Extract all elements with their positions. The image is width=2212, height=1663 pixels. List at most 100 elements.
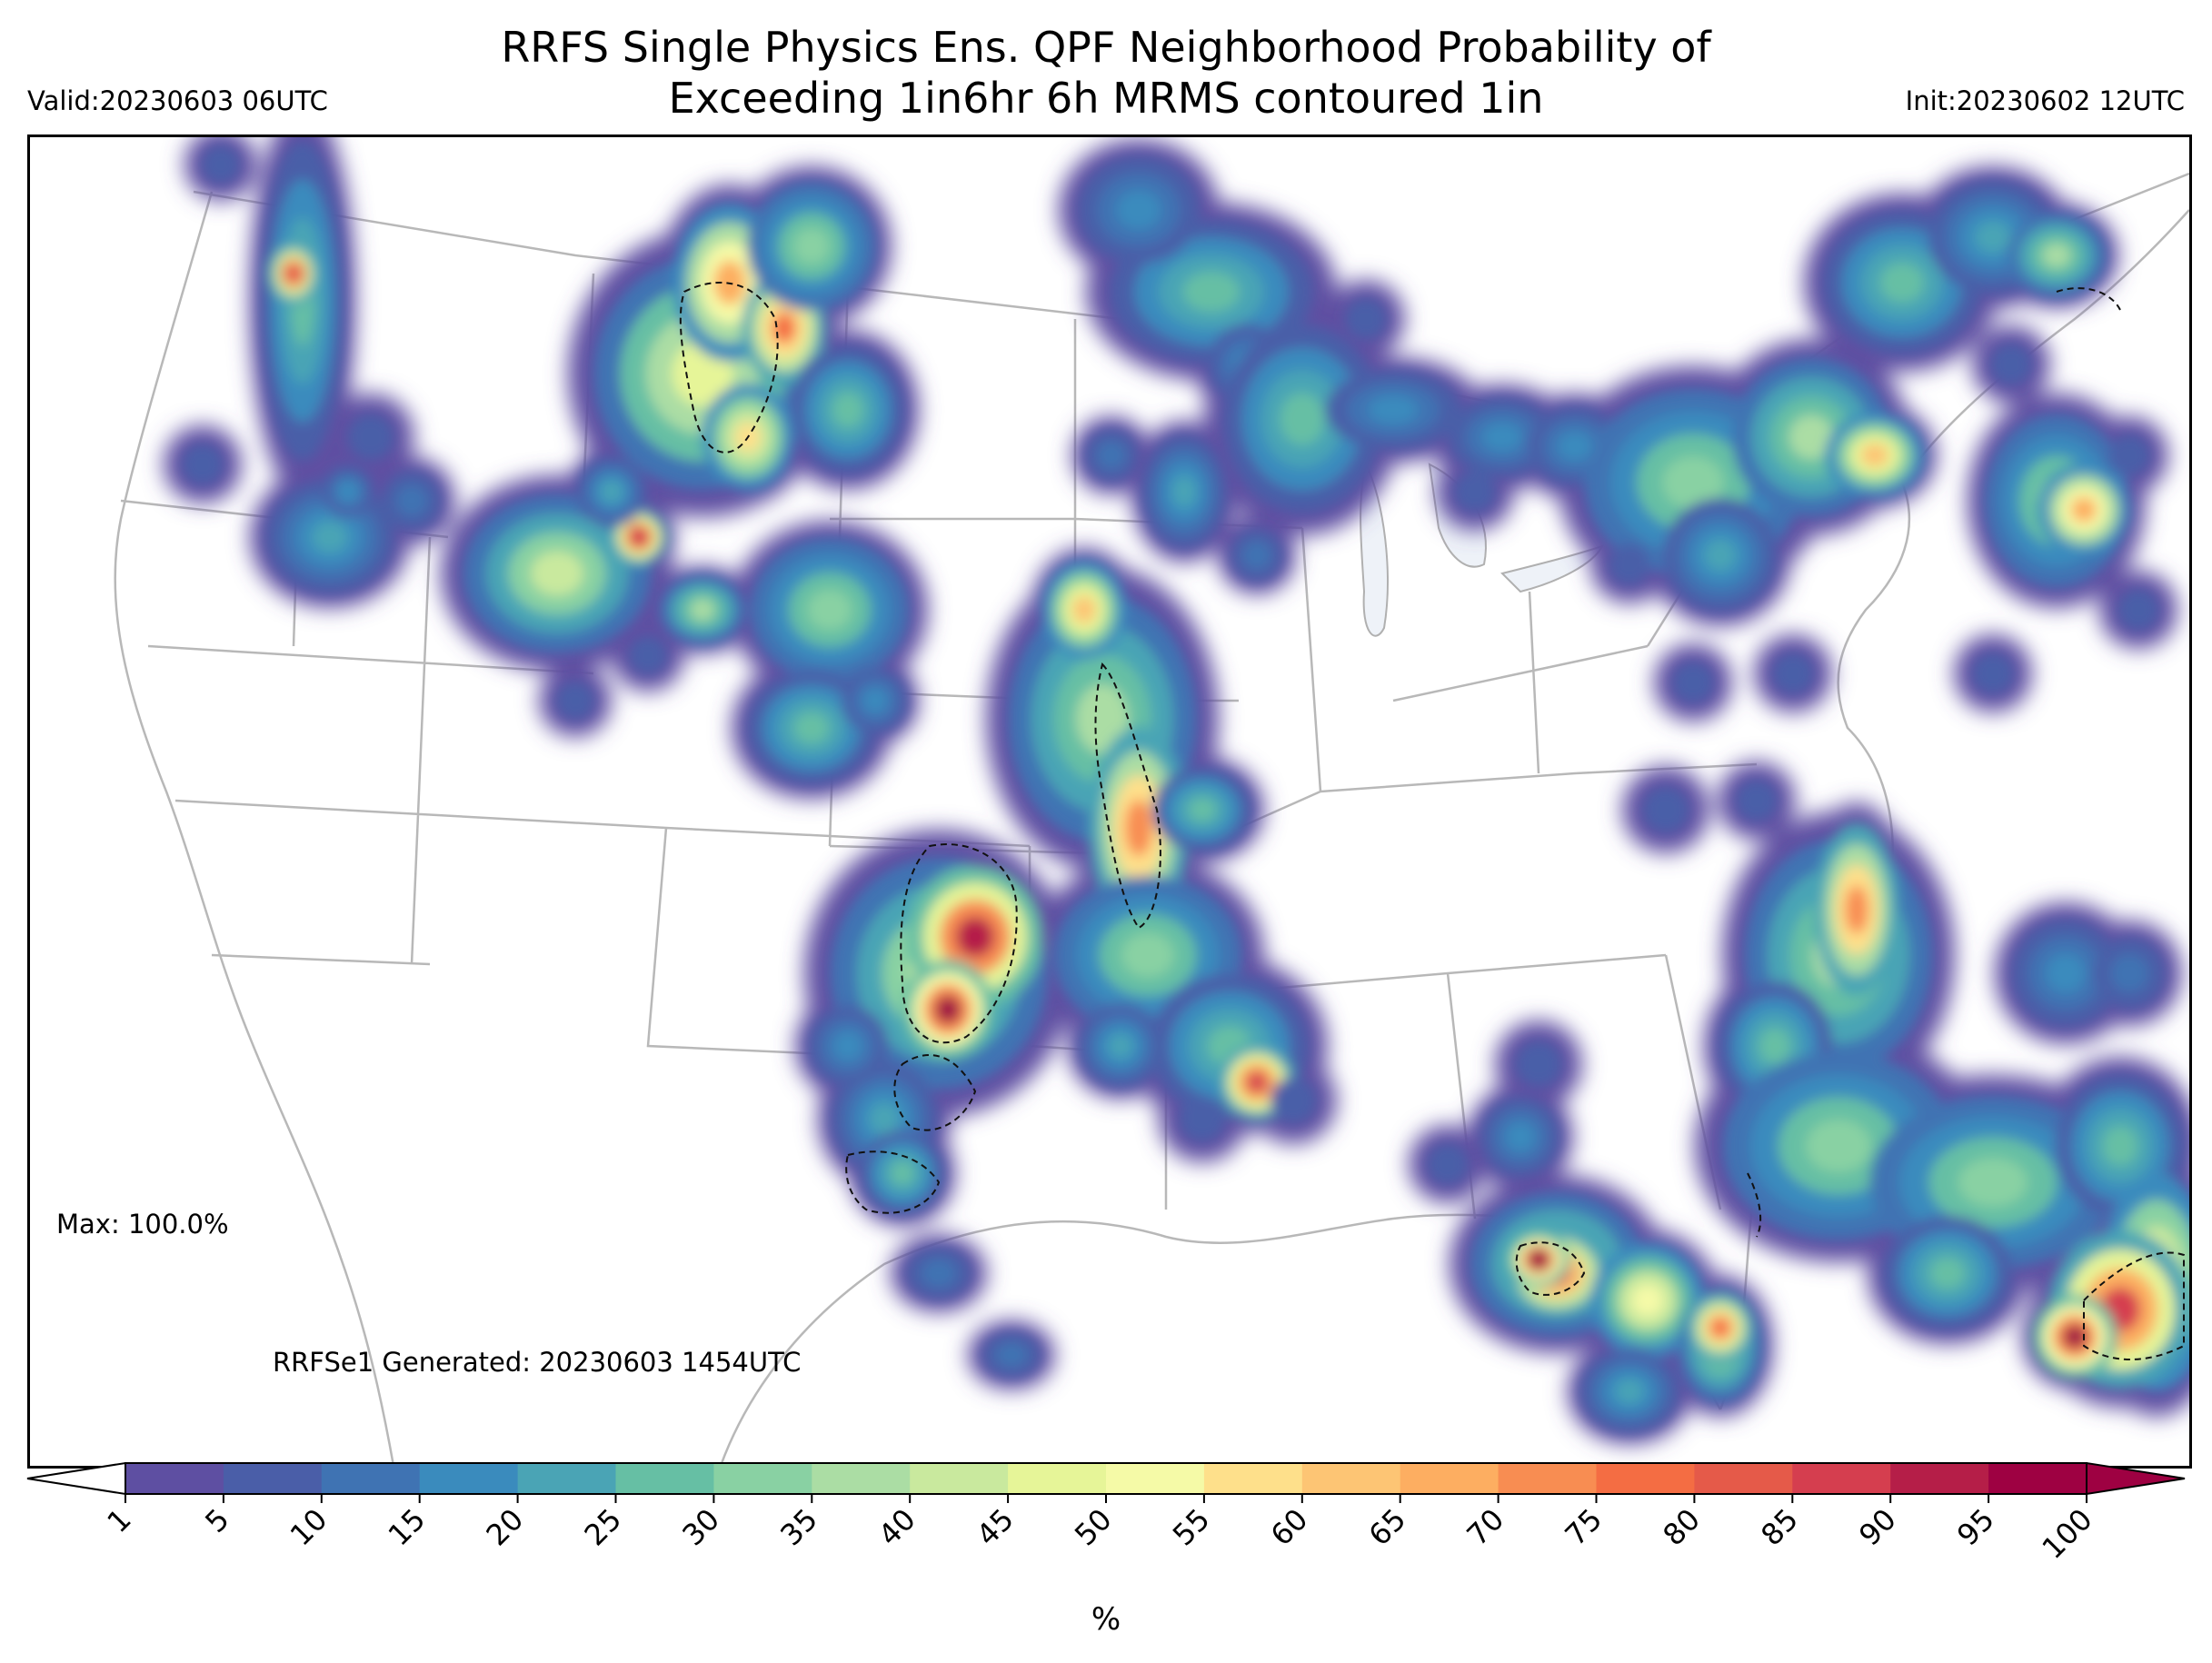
probability-blob-58-level-4 bbox=[1975, 221, 2011, 254]
state-lines-east bbox=[1238, 527, 1758, 1220]
probability-blob-21-level-1 bbox=[556, 682, 594, 720]
colorbar-tick-label: 100 bbox=[2036, 1502, 2099, 1566]
colorbar-cell-7 bbox=[812, 1463, 911, 1494]
colorbar-tick-label: 45 bbox=[970, 1502, 1021, 1553]
colorbar-extend-high bbox=[2086, 1461, 2186, 1496]
colorbar-cell-18 bbox=[1890, 1463, 1989, 1494]
colorbar-tick-label: 40 bbox=[872, 1502, 922, 1553]
colorbar-tick-label: 5 bbox=[198, 1502, 235, 1539]
probability-blob-45-level-2 bbox=[1097, 441, 1126, 470]
probability-blob-88-level-1 bbox=[1515, 1041, 1562, 1088]
colorbar-unit-label: % bbox=[1091, 1601, 1121, 1638]
probability-blob-38-level-4 bbox=[1109, 1034, 1132, 1058]
probability-blob-19-level-4 bbox=[793, 712, 830, 744]
colorbar-tick-label: 75 bbox=[1558, 1502, 1609, 1553]
probability-blob-65-level-1 bbox=[1972, 652, 2014, 694]
probability-blob-6-level-2 bbox=[395, 484, 428, 517]
colorbar-cell-17 bbox=[1792, 1463, 1891, 1494]
probability-blob-5-level-4 bbox=[312, 521, 348, 553]
colorbar-cell-19 bbox=[1988, 1463, 2087, 1494]
probability-blob-64-level-1 bbox=[2117, 589, 2159, 631]
colorbar-cell-12 bbox=[1301, 1463, 1401, 1494]
probability-blob-27-level-4 bbox=[891, 1161, 914, 1185]
probability-blob-63-level-1 bbox=[2108, 434, 2150, 476]
probability-blob-49-level-3 bbox=[1368, 395, 1419, 424]
probability-blob-56-level-4 bbox=[1704, 539, 1737, 572]
colorbar-cell-14 bbox=[1498, 1463, 1597, 1494]
probability-blob-10-level-4 bbox=[691, 599, 714, 621]
probability-blob-44-level-4 bbox=[1172, 475, 1196, 508]
colorbar-tick-label: 25 bbox=[577, 1502, 628, 1553]
colorbar-extend-low bbox=[26, 1461, 126, 1496]
title-line-1: RRFS Single Physics Ens. QPF Neighborhoo… bbox=[501, 23, 1711, 72]
colorbar-tick-label: 20 bbox=[480, 1502, 531, 1553]
probability-blob-77-level-4 bbox=[2063, 1325, 2087, 1349]
probability-blob-52-level-1 bbox=[1454, 471, 1496, 513]
probability-blob-22-level-1 bbox=[629, 636, 667, 674]
colorbar-cell-5 bbox=[615, 1463, 714, 1494]
colorbar-cell-16 bbox=[1694, 1463, 1793, 1494]
probability-blob-81-level-4 bbox=[1528, 1249, 1549, 1270]
probability-blob-48-level-1 bbox=[1270, 1077, 1317, 1124]
probability-blob-55-level-4 bbox=[1860, 443, 1889, 467]
probability-field bbox=[164, 137, 2189, 1444]
colorbar-tick-label: 55 bbox=[1166, 1502, 1217, 1553]
colorbar-cell-9 bbox=[1008, 1463, 1107, 1494]
probability-blob-39-level-4 bbox=[1182, 271, 1241, 313]
colorbar-tick-label: 30 bbox=[675, 1502, 726, 1553]
probability-blob-71-level-4 bbox=[1759, 1028, 1791, 1064]
probability-blob-34-level-4 bbox=[1188, 798, 1217, 822]
probability-blob-85-level-4 bbox=[1615, 1379, 1644, 1403]
pacific-coast bbox=[114, 191, 395, 1466]
probability-blob-73-level-4 bbox=[1958, 1158, 2028, 1207]
max-value-label: Max: 100.0% bbox=[56, 1209, 229, 1240]
probability-blob-9-level-4 bbox=[628, 526, 650, 548]
probability-blob-4-level-1 bbox=[182, 443, 224, 485]
probability-blob-54-level-4 bbox=[1789, 414, 1834, 460]
probability-blob-13-level-4 bbox=[772, 312, 796, 344]
probability-blob-0-level-1 bbox=[202, 145, 240, 184]
colorbar-tick-label: 10 bbox=[284, 1502, 334, 1553]
colorbar: 1 5 10 15 20 25 30 35 40 45 50 55 60 65 70 75 80 85 90 95 10… bbox=[26, 1461, 2186, 1566]
probability-blob-53-level-4 bbox=[1662, 456, 1724, 509]
probability-blob-57-level-4 bbox=[1879, 262, 1925, 304]
probability-blob-3-level-1 bbox=[347, 413, 394, 461]
colorbar-tick-label: 90 bbox=[1852, 1502, 1903, 1553]
probability-blob-59-level-4 bbox=[2042, 244, 2071, 267]
colorbar-cell-10 bbox=[1106, 1463, 1205, 1494]
probability-blob-51-level-3 bbox=[1558, 432, 1592, 461]
probability-blob-84-level-4 bbox=[1709, 1317, 1731, 1339]
colorbar-cell-15 bbox=[1596, 1463, 1695, 1494]
colorbar-tick-label: 35 bbox=[773, 1502, 824, 1553]
probability-blob-89-level-3 bbox=[2046, 953, 2086, 993]
probability-blob-26-level-4 bbox=[869, 1102, 900, 1135]
colorbar-cell-2 bbox=[321, 1463, 421, 1494]
init-time-label: Init:20230602 12UTC bbox=[1905, 85, 2185, 116]
probability-blob-72-level-4 bbox=[1806, 1120, 1871, 1172]
colorbar-cell-13 bbox=[1400, 1463, 1500, 1494]
generated-label: RRFSe1 Generated: 20230603 1454UTC bbox=[273, 1347, 802, 1378]
colorbar-cell-8 bbox=[910, 1463, 1009, 1494]
probability-blob-42-level-1 bbox=[1345, 298, 1387, 340]
colorbar-tick-label: 95 bbox=[1950, 1502, 2001, 1553]
probability-blob-91-level-1 bbox=[1642, 786, 1689, 833]
probability-blob-87-level-1 bbox=[1427, 1143, 1469, 1185]
probability-blob-50-level-3 bbox=[1482, 423, 1522, 452]
probability-blob-25-level-4 bbox=[935, 995, 961, 1024]
colorbar-cell-6 bbox=[713, 1463, 812, 1494]
colorbar-tick-label: 15 bbox=[382, 1502, 433, 1553]
probability-blob-43-level-4 bbox=[1280, 393, 1325, 445]
probability-blob-74-level-4 bbox=[2102, 1125, 2138, 1167]
probability-blob-29-level-2 bbox=[995, 1342, 1028, 1368]
probability-blob-37-level-4 bbox=[1246, 1071, 1268, 1093]
probability-blob-68-level-1 bbox=[1609, 543, 1650, 585]
probability-blob-2-level-4 bbox=[283, 263, 304, 284]
probability-blob-35-level-4 bbox=[1121, 932, 1174, 978]
colorbar-cell-4 bbox=[517, 1463, 616, 1494]
chart-title: RRFS Single Physics Ens. QPF Neighborhoo… bbox=[273, 22, 1939, 124]
probability-blob-90-level-2 bbox=[2110, 954, 2148, 992]
colorbar-tick-label: 50 bbox=[1068, 1502, 1119, 1553]
colorbar-cell-11 bbox=[1203, 1463, 1303, 1494]
probability-blob-20-level-3 bbox=[862, 688, 888, 713]
probability-blob-60-level-1 bbox=[1990, 344, 2032, 385]
